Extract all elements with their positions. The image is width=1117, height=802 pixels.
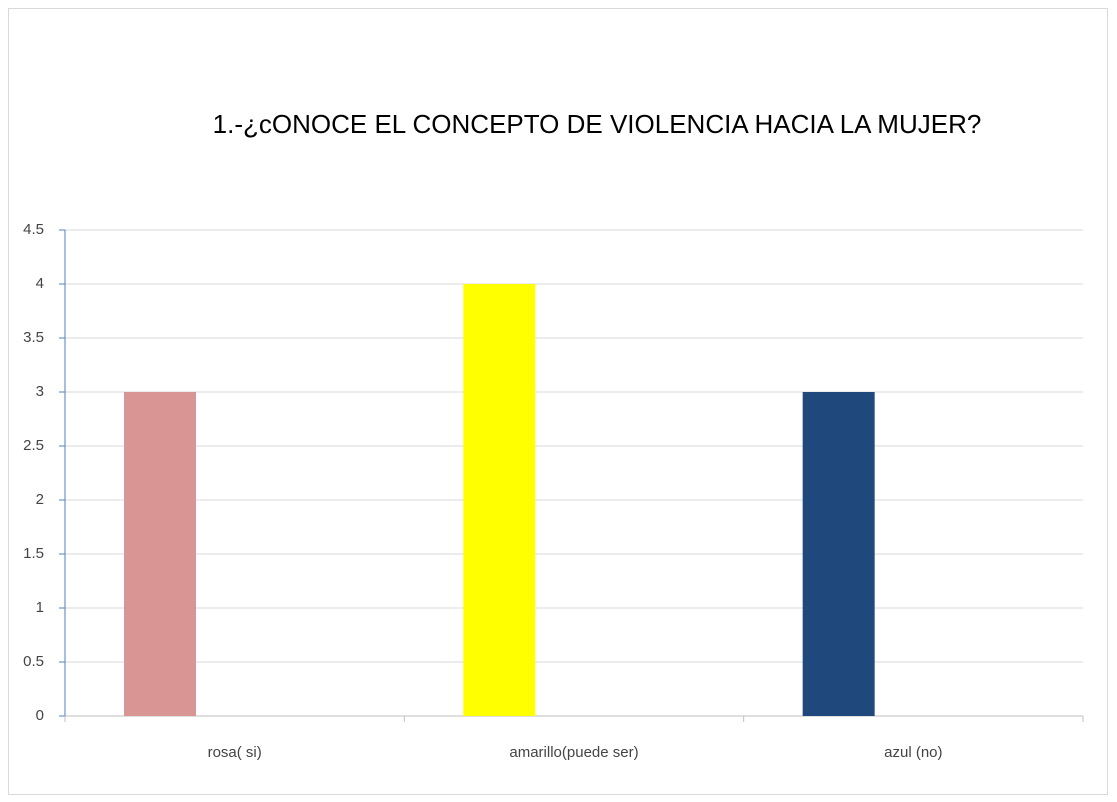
- bar: [124, 392, 196, 716]
- bar: [802, 392, 875, 716]
- y-tick-label: 3.5: [23, 329, 44, 346]
- x-tick-label: azul (no): [884, 744, 942, 761]
- y-tick-label: 0: [36, 707, 44, 724]
- chart-title: 1.-¿cONOCE EL CONCEPTO DE VIOLENCIA HACI…: [212, 109, 982, 139]
- chart-border: [8, 8, 1108, 795]
- y-tick-label: 1: [36, 599, 44, 616]
- y-tick-label: 4: [36, 275, 44, 292]
- bar: [463, 284, 536, 716]
- y-tick-label: 1.5: [23, 545, 44, 562]
- y-tick-label: 4.5: [23, 221, 44, 238]
- x-tick-label: amarillo(puede ser): [509, 744, 638, 761]
- y-tick-label: 2: [36, 491, 44, 508]
- y-tick-label: 2.5: [23, 437, 44, 454]
- y-tick-label: 3: [36, 383, 44, 400]
- y-tick-label: 0.5: [23, 653, 44, 670]
- x-tick-label: rosa( si): [208, 744, 262, 761]
